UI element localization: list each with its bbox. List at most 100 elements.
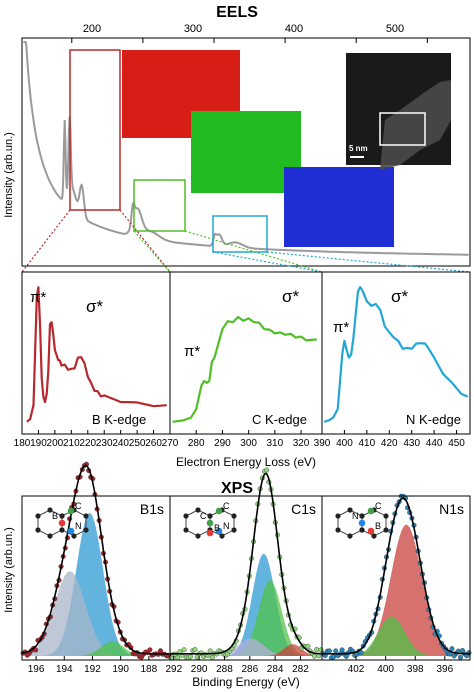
x-tick-label: 230 bbox=[96, 438, 113, 449]
scale-bar bbox=[350, 156, 364, 158]
lattice-atom bbox=[347, 507, 353, 513]
eels-overview-spectrum bbox=[23, 41, 469, 256]
edge-spectrum bbox=[172, 315, 317, 423]
data-point bbox=[192, 647, 198, 653]
haadf-flake bbox=[380, 80, 451, 170]
panel-frame bbox=[321, 495, 471, 661]
x-tick-label: 286 bbox=[241, 664, 258, 675]
lattice-atom bbox=[35, 527, 41, 533]
atom-marker bbox=[67, 507, 75, 515]
atom-label: C bbox=[375, 501, 382, 511]
atom-marker bbox=[367, 507, 375, 515]
fit-component bbox=[22, 571, 170, 656]
lattice-atom bbox=[371, 533, 377, 539]
lattice-atom bbox=[335, 527, 341, 533]
atom-marker bbox=[206, 529, 214, 537]
data-point bbox=[264, 467, 270, 473]
x-tick-label: 180 bbox=[14, 438, 31, 449]
fit-envelope bbox=[322, 497, 470, 655]
lattice-atom bbox=[219, 533, 225, 539]
x-tick-label: 400 bbox=[377, 664, 394, 675]
x-tick-label: 430 bbox=[403, 438, 420, 449]
lattice-atom bbox=[59, 513, 65, 519]
lattice-atom bbox=[195, 507, 201, 513]
x-tick-label: 280 bbox=[188, 438, 205, 449]
data-point bbox=[333, 648, 339, 654]
edge-label: B K-edge bbox=[92, 412, 146, 427]
lattice-atom bbox=[383, 527, 389, 533]
eels-panel-b: 180 190 200 210 220 230 240 250 260 π* σ* B K-edge bbox=[14, 271, 171, 449]
atom-marker bbox=[67, 527, 75, 535]
data-point bbox=[175, 655, 181, 661]
x-tick-label: 320 bbox=[293, 438, 310, 449]
xps-xlabel: Binding Energy (eV) bbox=[192, 675, 299, 689]
sigma-star-label: σ* bbox=[86, 297, 103, 316]
atom-marker bbox=[215, 527, 223, 535]
eels-overview-ticks bbox=[71, 38, 428, 43]
lattice-atom bbox=[195, 533, 201, 539]
lattice-atom bbox=[71, 533, 77, 539]
x-tick-label: 420 bbox=[381, 438, 398, 449]
nitrogen-map bbox=[284, 167, 394, 247]
edge-label: C K-edge bbox=[252, 412, 307, 427]
lattice-atom bbox=[231, 513, 237, 519]
fit-component bbox=[170, 638, 322, 656]
fit-envelope bbox=[170, 472, 323, 655]
data-point bbox=[314, 647, 320, 653]
lattice-atom bbox=[83, 527, 89, 533]
x-tick-label: 410 bbox=[359, 438, 376, 449]
top-tick-label: 500 bbox=[386, 23, 404, 35]
eels-panel-n: 390 400 410 420 430 440 450 π* σ* N K-edge bbox=[314, 271, 471, 449]
atom-label: B bbox=[214, 523, 220, 533]
lattice-atom bbox=[231, 527, 237, 533]
x-tick-label: 290 bbox=[214, 438, 231, 449]
nitrogen-connector bbox=[266, 251, 471, 273]
top-tick-label: 300 bbox=[184, 23, 202, 35]
pi-star-label: π* bbox=[333, 319, 349, 336]
x-tick-label: 310 bbox=[266, 438, 283, 449]
x-tick-label: 396 bbox=[436, 664, 453, 675]
fit-component bbox=[22, 641, 170, 656]
data-point bbox=[326, 648, 332, 654]
lattice-atom bbox=[335, 513, 341, 519]
pi-star-label: π* bbox=[184, 343, 200, 360]
x-tick-label: 240 bbox=[112, 438, 129, 449]
xps-ylabel: Intensity (arb.un.) bbox=[3, 527, 15, 613]
lattice-bond bbox=[37, 509, 63, 537]
lattice-atom bbox=[207, 513, 213, 519]
lattice-inset: N CB bbox=[335, 501, 389, 539]
nitrogen-edge-box bbox=[212, 215, 268, 253]
boron-connector bbox=[119, 209, 171, 273]
eels-edge-panels: 180 190 200 210 220 230 240 250 260 π* σ* B K-edge 2… bbox=[14, 271, 471, 449]
x-tick-label: 194 bbox=[56, 664, 73, 675]
lattice-atom bbox=[47, 507, 53, 513]
lattice-atom bbox=[47, 533, 53, 539]
x-tick-label: 398 bbox=[407, 664, 424, 675]
x-tick-label: 284 bbox=[267, 664, 284, 675]
atom-marker bbox=[206, 519, 214, 527]
x-tick-label: 220 bbox=[79, 438, 96, 449]
fit-component bbox=[170, 553, 322, 656]
lattice-atom bbox=[347, 533, 353, 539]
carbon-map bbox=[191, 111, 301, 193]
eels-top-axis-labels: 200 300 400 500 600 700 bbox=[83, 23, 404, 35]
edge-spectrum bbox=[323, 286, 469, 423]
data-point bbox=[449, 646, 455, 652]
carbon-edge-box bbox=[133, 179, 186, 232]
lattice-atom bbox=[83, 513, 89, 519]
panel-frame bbox=[321, 271, 471, 435]
atom-marker bbox=[215, 507, 223, 515]
atom-label: B bbox=[52, 511, 58, 521]
x-tick-label: 190 bbox=[112, 664, 129, 675]
x-tick-label: 192 bbox=[84, 664, 101, 675]
atom-label: C bbox=[223, 501, 230, 511]
atom-label: N bbox=[75, 521, 82, 531]
x-tick-label: 196 bbox=[28, 664, 45, 675]
atom-label: B bbox=[375, 521, 381, 531]
edge-label: N K-edge bbox=[406, 412, 461, 427]
atom-marker bbox=[358, 519, 366, 527]
x-tick-label: 300 bbox=[240, 438, 257, 449]
atom-label: C bbox=[200, 511, 207, 521]
data-point bbox=[147, 647, 153, 653]
